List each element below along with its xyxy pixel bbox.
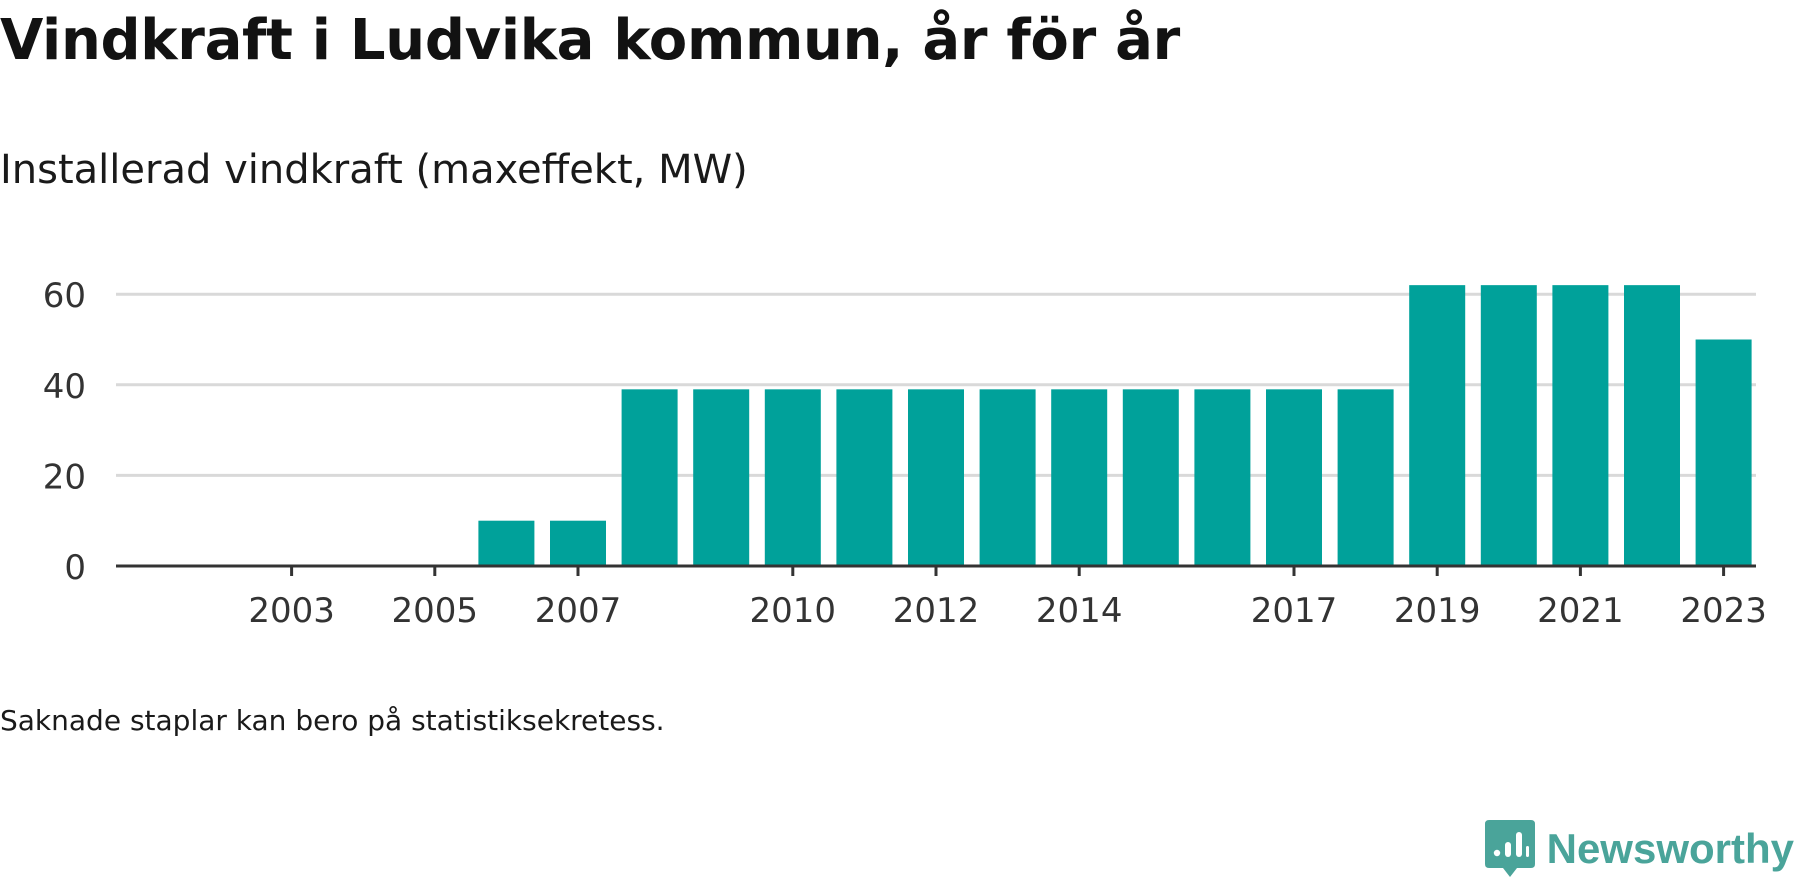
bar-2020[interactable] xyxy=(1480,285,1537,566)
bars xyxy=(478,285,1752,567)
x-tick-label: 2005 xyxy=(392,591,479,630)
x-tick-label: 2021 xyxy=(1537,591,1624,630)
x-tick-label: 2017 xyxy=(1251,591,1338,630)
x-tick-label: 2007 xyxy=(535,591,622,630)
y-tick-label: 40 xyxy=(43,367,86,407)
bar-2021[interactable] xyxy=(1552,285,1609,566)
y-tick-label: 20 xyxy=(43,457,86,497)
bar-2015[interactable] xyxy=(1122,389,1179,566)
bar-2006[interactable] xyxy=(478,520,535,566)
brand-logo[interactable]: Newsworthy xyxy=(1484,820,1794,878)
bar-2014[interactable] xyxy=(1051,389,1108,566)
footnote: Saknade staplar kan bero på statistiksek… xyxy=(0,704,665,737)
bar-2007[interactable] xyxy=(550,520,606,566)
x-tick-label: 2019 xyxy=(1394,591,1481,630)
newsworthy-logo-icon xyxy=(1484,820,1535,877)
axis-labels: 0 20 40 60 2003 2005 2007 2010 2012 2014 2017 2019 2… xyxy=(43,276,1767,630)
bar-2011[interactable] xyxy=(836,389,893,566)
bar-2009[interactable] xyxy=(693,389,750,566)
bar-2008[interactable] xyxy=(621,389,678,566)
x-tick-label: 2010 xyxy=(750,591,837,630)
bar-2010[interactable] xyxy=(764,389,821,566)
brand-name: Newsworthy xyxy=(1546,825,1794,872)
bar-2018[interactable] xyxy=(1337,389,1394,566)
bar-2012[interactable] xyxy=(908,389,964,566)
x-axis xyxy=(116,564,1756,576)
chart-subtitle: Installerad vindkraft (maxeffekt, MW) xyxy=(0,147,748,193)
bar-2013[interactable] xyxy=(979,389,1036,566)
bar-2019[interactable] xyxy=(1409,285,1466,566)
bar-2016[interactable] xyxy=(1194,389,1251,566)
bar-2022[interactable] xyxy=(1624,285,1680,566)
bar-chart: 0 20 40 60 2003 2005 2007 2010 2012 2014 2017 2019 2… xyxy=(43,276,1767,630)
x-tick-label: 2023 xyxy=(1680,591,1767,630)
x-tick-label: 2012 xyxy=(893,591,980,630)
x-tick-label: 2003 xyxy=(248,591,335,630)
x-tick-label: 2014 xyxy=(1036,591,1123,630)
bar-2017[interactable] xyxy=(1266,389,1322,566)
y-tick-label: 0 xyxy=(64,548,86,588)
y-tick-label: 60 xyxy=(43,276,86,316)
chart-title: Vindkraft i Ludvika kommun, år för år xyxy=(0,8,1180,73)
bar-2023[interactable] xyxy=(1695,339,1752,567)
